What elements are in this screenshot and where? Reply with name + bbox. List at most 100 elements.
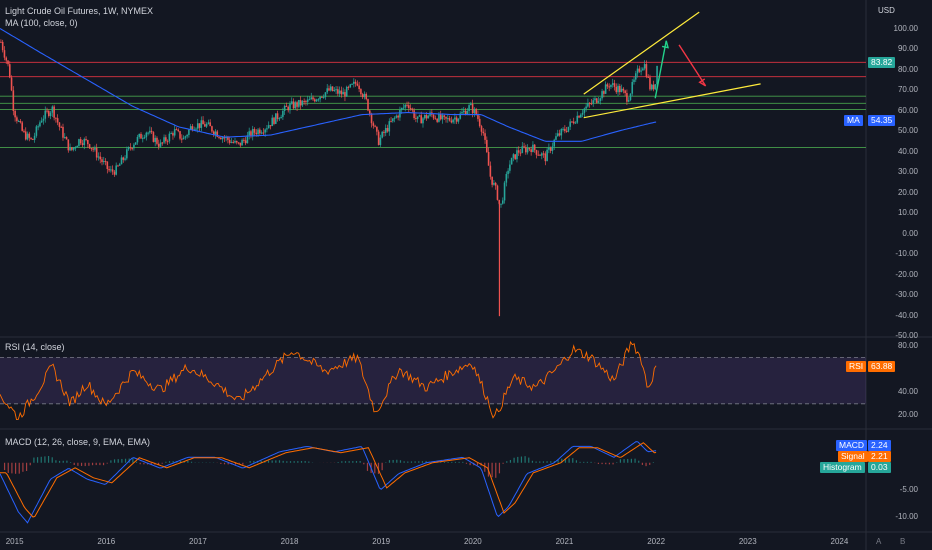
candle-body	[172, 133, 174, 136]
candle-body	[411, 108, 414, 111]
candle-body	[282, 110, 284, 117]
candle-body	[133, 144, 135, 149]
candle-body	[345, 86, 348, 97]
candle-body	[340, 90, 343, 95]
candle-body	[365, 93, 368, 100]
candle-body	[273, 117, 275, 124]
time-tick-label: 2018	[280, 537, 299, 546]
candle-body	[636, 68, 639, 74]
candle-body	[200, 120, 203, 128]
candle-body	[532, 144, 534, 153]
candle-body	[610, 84, 612, 87]
candle-body	[581, 112, 584, 115]
time-tick-label: 2023	[738, 537, 757, 546]
candle-body	[46, 110, 48, 112]
candle-body	[342, 92, 344, 95]
candle-body	[418, 115, 421, 117]
time-tick-label: 2024	[830, 537, 849, 546]
candle-body	[471, 103, 474, 114]
candle-body	[87, 140, 89, 145]
candle-body	[462, 110, 465, 113]
time-tick-label: 2021	[555, 537, 574, 546]
candle-body	[358, 85, 360, 90]
candle-body	[246, 135, 249, 144]
candle-body	[264, 129, 266, 133]
candle-body	[500, 203, 502, 205]
rsi-legend: RSI (14, close)	[5, 342, 65, 352]
log-scale-button[interactable]: B	[900, 537, 906, 546]
candle-body	[572, 121, 575, 124]
auto-scale-button[interactable]: A	[876, 537, 882, 546]
candle-body	[276, 113, 279, 119]
last-price-badge: 83.82	[868, 57, 896, 68]
candle-body	[548, 147, 550, 150]
candle-body	[53, 106, 55, 118]
candle-body	[540, 153, 543, 156]
candle-body	[198, 123, 201, 128]
candle-body	[241, 139, 243, 146]
candle-body	[494, 182, 497, 186]
candle-body	[587, 103, 589, 107]
candle-body	[652, 84, 655, 90]
candle-body	[354, 81, 357, 84]
candle-body	[353, 81, 355, 84]
candle-body	[329, 86, 332, 91]
candle-body	[523, 146, 525, 148]
candle-body	[406, 104, 408, 106]
candle-body	[436, 118, 438, 122]
candle-body	[289, 103, 291, 111]
candle-body	[298, 99, 300, 107]
candle-body	[505, 173, 508, 183]
candle-body	[445, 116, 447, 119]
candle-body	[37, 126, 39, 128]
currency-label: USD	[878, 6, 895, 15]
candle-body	[633, 79, 635, 82]
candle-body	[544, 153, 547, 162]
candle-body	[228, 139, 231, 143]
candle-body	[209, 122, 211, 127]
candle-body	[423, 114, 426, 119]
candle-body	[42, 118, 45, 121]
candle-body	[331, 86, 334, 91]
candle-body	[143, 137, 146, 139]
candle-body	[503, 182, 506, 201]
candle-body	[468, 105, 470, 112]
candle-body	[613, 83, 616, 87]
candle-body	[560, 129, 563, 136]
price-tick-label: -40.00	[895, 310, 918, 320]
candle-body	[326, 88, 329, 93]
candle-body	[251, 128, 254, 137]
candle-body	[480, 126, 483, 132]
candle-body	[230, 141, 233, 143]
candle-body	[56, 118, 59, 123]
candle-body	[324, 92, 327, 98]
candle-body	[328, 88, 330, 91]
candle-body	[347, 86, 350, 88]
candle-body	[640, 70, 642, 72]
candle-body	[397, 115, 399, 118]
candle-body	[595, 98, 598, 103]
candle-body	[539, 154, 541, 156]
candle-body	[186, 134, 188, 137]
candle-body	[118, 164, 121, 166]
candle-body	[475, 108, 477, 115]
candle-body	[376, 126, 378, 132]
candle-body	[645, 64, 648, 77]
candle-body	[232, 141, 235, 143]
symbol-title: Light Crude Oil Futures, 1W, NYMEX	[5, 6, 154, 16]
candle-body	[244, 140, 247, 144]
candle-body	[615, 86, 618, 93]
candle-body	[113, 171, 116, 175]
candle-body	[496, 185, 499, 200]
candle-body	[32, 138, 34, 140]
candle-body	[76, 145, 78, 148]
candle-body	[260, 132, 263, 134]
candle-body	[92, 148, 94, 150]
price-tick-label: -50.00	[895, 331, 918, 340]
candle-body	[124, 158, 126, 160]
candle-body	[111, 169, 114, 172]
candle-body	[63, 137, 66, 139]
price-tick-label: 40.00	[897, 146, 918, 156]
candle-body	[509, 164, 511, 171]
